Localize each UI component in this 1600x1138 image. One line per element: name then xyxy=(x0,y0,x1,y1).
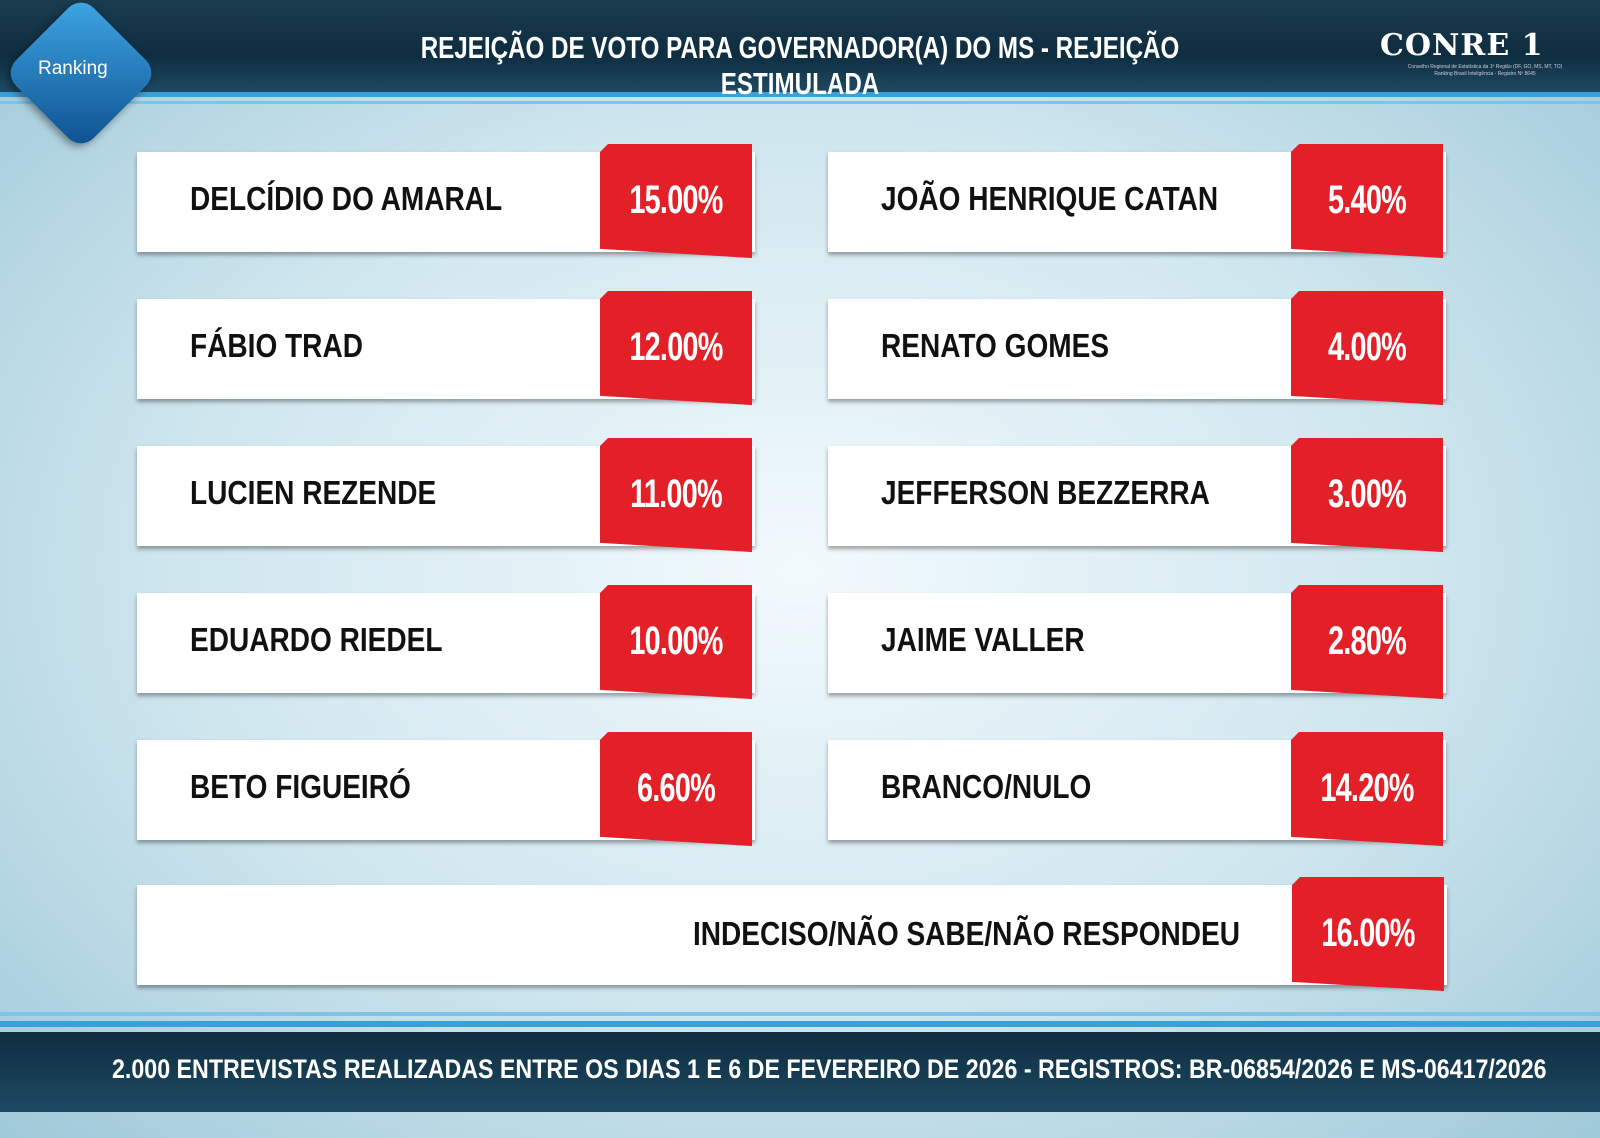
value-label: 6.60% xyxy=(636,766,716,810)
value-tag xyxy=(1291,732,1443,846)
value-tag xyxy=(1292,877,1444,991)
brand: CONRE 1 xyxy=(1380,28,1544,63)
value-tag xyxy=(600,732,752,846)
footer-text: 2.000 ENTREVISTAS REALIZADAS ENTRE OS DI… xyxy=(112,1054,1547,1084)
value-label: 16.00% xyxy=(1321,911,1415,955)
candidate-name: INDECISO/NÃO SABE/NÃO RESPONDEU xyxy=(692,915,1240,952)
candidate-name: JEFFERSON BEZZERRA xyxy=(881,474,1210,511)
candidate-name: BETO FIGUEIRÓ xyxy=(190,768,411,805)
value-label: 12.00% xyxy=(629,325,723,369)
card xyxy=(137,885,1447,985)
value-label: 4.00% xyxy=(1327,325,1407,369)
value-label: 2.80% xyxy=(1327,619,1407,663)
candidate-name: BRANCO/NULO xyxy=(881,768,1092,805)
value-label: 11.00% xyxy=(630,472,722,516)
candidate-name: JOÃO HENRIQUE CATAN xyxy=(881,180,1219,217)
candidate-name: DELCÍDIO DO AMARAL xyxy=(190,180,503,217)
value-label: 3.00% xyxy=(1327,472,1407,516)
value-tag xyxy=(600,438,752,552)
value-tag xyxy=(600,291,752,405)
footer-band xyxy=(0,1032,1600,1112)
value-tag xyxy=(600,144,752,258)
brand-line: Conselho Regional de Estatística da 1ª R… xyxy=(1407,64,1563,70)
candidate-name: EDUARDO RIEDEL xyxy=(190,621,443,658)
brand-line: Ranking Brasil Inteligência - Registro N… xyxy=(1434,71,1536,77)
title: REJEIÇÃO DE VOTO PARA GOVERNADOR(A) DO M… xyxy=(420,30,1180,101)
value-label: 10.00% xyxy=(629,619,723,663)
candidate-name: FÁBIO TRAD xyxy=(190,327,363,364)
header-band xyxy=(0,0,1600,92)
value-label: 15.00% xyxy=(629,178,723,222)
stripe xyxy=(0,1021,1600,1027)
value-tag xyxy=(1291,585,1443,699)
value-tag xyxy=(1291,438,1443,552)
value-label: 14.20% xyxy=(1320,766,1414,810)
stripe xyxy=(0,101,1600,104)
candidate-name: LUCIEN REZENDE xyxy=(190,474,437,511)
stripe xyxy=(0,92,1600,97)
value-tag xyxy=(1291,144,1443,258)
candidate-name: JAIME VALLER xyxy=(881,621,1085,658)
value-label: 5.40% xyxy=(1327,178,1407,222)
stripe xyxy=(0,1012,1600,1016)
logo-text: Ranking xyxy=(38,58,108,79)
value-tag xyxy=(1291,291,1443,405)
value-tag xyxy=(600,585,752,699)
candidate-name: RENATO GOMES xyxy=(881,327,1110,364)
